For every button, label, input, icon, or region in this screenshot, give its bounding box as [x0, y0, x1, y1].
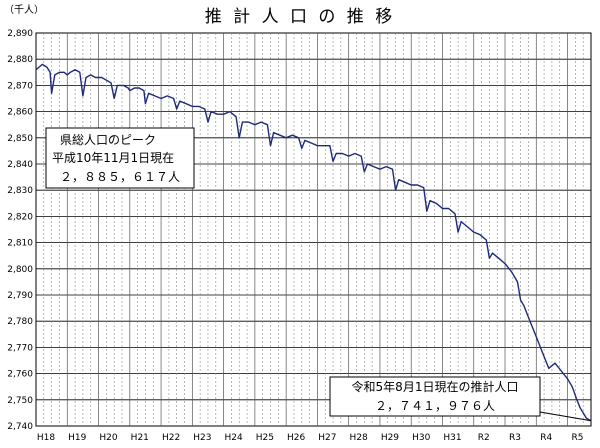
- x-tick-label: H29: [381, 433, 399, 443]
- x-tick-label: R4: [540, 433, 552, 443]
- x-tick-label: R5: [572, 433, 584, 443]
- y-tick-label: 2,850: [7, 134, 33, 144]
- x-tick-label: H21: [131, 433, 149, 443]
- current-annotation-line-2: ２，７４１，９７６人: [375, 399, 495, 413]
- x-tick-label: H23: [193, 433, 211, 443]
- grid-lines: [36, 33, 591, 426]
- x-tick-label: H18: [37, 433, 55, 443]
- y-tick-label: 2,860: [7, 108, 33, 118]
- x-tick-label: H20: [99, 433, 117, 443]
- x-tick-label: H26: [287, 433, 305, 443]
- current-annotation-line-1: 令和5年8月1日現在の推計人口: [352, 379, 519, 394]
- y-tick-label: 2,880: [7, 55, 33, 65]
- population-series-line: [35, 63, 592, 422]
- y-tick-label: 2,830: [7, 186, 33, 196]
- y-tick-label: 2,740: [7, 422, 33, 432]
- x-tick-label: H30: [412, 433, 430, 443]
- y-tick-label: 2,770: [7, 343, 33, 353]
- current-annotation: 令和5年8月1日現在の推計人口 ２，７４１，９７６人: [329, 376, 592, 422]
- chart-title: 推 計 人 口 の 推 移: [205, 7, 395, 27]
- y-tick-label: 2,840: [7, 160, 33, 170]
- peak-annotation-box: [45, 127, 195, 189]
- y-unit-label: （千人）: [4, 4, 44, 16]
- current-annotation-box: [329, 376, 541, 417]
- y-tick-label: 2,790: [7, 291, 33, 301]
- current-annotation-leader: [539, 411, 592, 422]
- plot-area: [35, 32, 592, 427]
- x-tick-label: H22: [162, 433, 180, 443]
- x-tick-label: R3: [509, 433, 521, 443]
- y-tick-label: 2,810: [7, 239, 33, 249]
- x-tick-label: H31: [443, 433, 461, 443]
- y-tick-label: 2,780: [7, 317, 33, 327]
- y-axis-ticks: 2,740 2,750 2,760 2,770 2,780 2,790 2,800 2,810…: [7, 29, 33, 432]
- x-tick-label: H27: [318, 433, 336, 443]
- y-tick-label: 2,870: [7, 81, 33, 91]
- y-tick-label: 2,890: [7, 29, 33, 39]
- x-tick-label: R2: [478, 433, 490, 443]
- x-tick-label: H28: [350, 433, 368, 443]
- y-tick-label: 2,760: [7, 370, 33, 380]
- peak-annotation-line-1: 県総人口のピーク: [60, 133, 156, 147]
- y-tick-label: 2,820: [7, 212, 33, 222]
- x-tick-label: H24: [224, 433, 242, 443]
- x-axis-ticks: H18 H19 H20 H21 H22 H23 H24 H25 H26 H27 H28 H29 H30 H…: [37, 433, 584, 443]
- x-tick-label: H25: [256, 433, 274, 443]
- y-tick-label: 2,800: [7, 265, 33, 275]
- peak-annotation-line-2: 平成10年11月1日現在: [52, 151, 174, 165]
- peak-annotation-line-3: ２，８８５，６１７人: [60, 170, 180, 184]
- peak-annotation: 県総人口のピーク 平成10年11月1日現在 ２，８８５，６１７人: [45, 127, 195, 189]
- y-tick-label: 2,750: [7, 396, 33, 406]
- x-tick-label: H19: [68, 433, 86, 443]
- series-lines: [35, 63, 592, 422]
